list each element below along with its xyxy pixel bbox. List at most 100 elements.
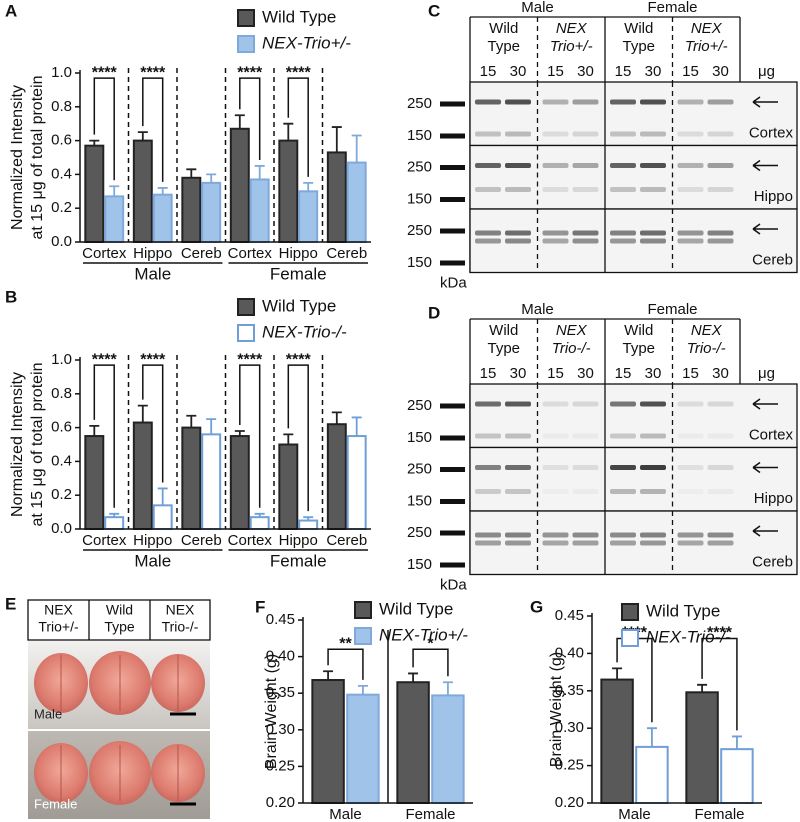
significance-bracket xyxy=(142,364,164,483)
legend-swatch xyxy=(237,9,255,27)
marker-bar xyxy=(440,197,465,202)
panel-label: A xyxy=(5,1,17,20)
marker-bar xyxy=(440,260,465,266)
blot-band xyxy=(475,230,501,236)
marker-bar xyxy=(440,435,465,441)
y-axis-label: Normalized Intensity xyxy=(9,372,26,517)
marker-bar xyxy=(440,562,465,568)
blot-band xyxy=(707,187,734,192)
x-tick-label: Hippo xyxy=(133,245,172,262)
blot-band xyxy=(542,433,569,439)
blot-band xyxy=(707,465,734,470)
blot-band xyxy=(610,433,636,439)
legend-swatch xyxy=(621,603,639,621)
dose-label: 15 xyxy=(480,63,497,80)
y-tick-label: 0.8 xyxy=(51,98,72,115)
blot-band xyxy=(475,238,501,244)
group-label: Male xyxy=(134,551,171,570)
marker-bar xyxy=(440,101,465,107)
legend-label: NEX-Trio-/- xyxy=(262,322,347,341)
significance-label: ** xyxy=(339,635,352,652)
tissue-label: Hippo xyxy=(754,188,793,205)
blot-band xyxy=(610,99,636,105)
genotype-label: Type xyxy=(622,38,655,55)
genotype-label: Wild xyxy=(624,322,653,339)
dose-unit: μg xyxy=(758,365,775,382)
blot-band xyxy=(542,401,569,407)
x-tick-label: Cortex xyxy=(82,532,127,549)
panel-label: D xyxy=(428,303,440,322)
arrow xyxy=(752,96,778,108)
blot-band xyxy=(542,187,569,192)
blot-band xyxy=(610,238,636,244)
y-tick-label: 0.30 xyxy=(555,719,584,736)
blot-band xyxy=(505,238,531,244)
genotype-label: Type xyxy=(622,340,655,357)
bar xyxy=(298,190,319,244)
blot-band xyxy=(640,433,666,439)
marker-bar xyxy=(440,165,465,170)
blot-band xyxy=(707,238,734,244)
error-bar xyxy=(254,165,265,180)
error-bar xyxy=(283,122,294,141)
marker-label: 250 xyxy=(407,397,432,414)
group-label: Female xyxy=(270,551,327,570)
blot-band xyxy=(542,532,569,538)
x-tick-label: Cortex xyxy=(228,532,273,549)
legend-label: NEX-Trio+/- xyxy=(379,625,468,644)
blot-band xyxy=(707,131,734,137)
bar xyxy=(396,681,430,804)
dose-label: 15 xyxy=(547,63,564,80)
marker-label: 250 xyxy=(407,524,432,541)
y-tick-label: 0.2 xyxy=(51,199,72,216)
genotype-label: Wild xyxy=(489,322,518,339)
significance-bracket xyxy=(142,77,164,182)
blot-band xyxy=(640,187,666,192)
dose-label: 30 xyxy=(645,365,662,382)
genotype-label: NEX xyxy=(166,602,195,618)
y-tick-label: 0.20 xyxy=(266,794,295,811)
y-tick-label: 0.8 xyxy=(51,385,72,402)
dose-label: 30 xyxy=(510,365,527,382)
genotype-label: Type xyxy=(104,619,135,635)
y-tick-label: 0.25 xyxy=(555,757,584,774)
marker-bar xyxy=(440,133,465,139)
error-bar xyxy=(731,735,742,750)
error-bar xyxy=(157,187,168,195)
marker-label: 250 xyxy=(407,95,432,112)
bar xyxy=(132,421,153,530)
legend-swatch xyxy=(237,35,255,53)
genotype-label: Type xyxy=(487,340,520,357)
y-tick-label: 0.45 xyxy=(555,607,584,624)
blot-strip xyxy=(469,446,798,512)
significance-label: **** xyxy=(286,64,312,81)
blot-band xyxy=(677,465,704,470)
group-label: Female xyxy=(270,264,327,283)
error-bar xyxy=(157,487,168,506)
bar xyxy=(229,127,250,244)
significance-label: **** xyxy=(286,351,312,368)
blot-band xyxy=(610,187,636,192)
dose-label: 30 xyxy=(510,63,527,80)
genotype-label: Trio-/- xyxy=(552,340,591,357)
blot-band xyxy=(542,465,569,470)
significance-bracket xyxy=(287,77,309,177)
genotype-label: NEX xyxy=(44,602,73,618)
blot-band xyxy=(572,230,599,236)
significance-label: * xyxy=(427,635,434,652)
significance-label: **** xyxy=(237,351,263,368)
blot-band xyxy=(572,401,599,407)
error-bar xyxy=(697,683,708,693)
significance-bracket xyxy=(701,637,738,731)
significance-label: **** xyxy=(237,64,263,81)
error-bar xyxy=(206,418,217,435)
y-tick-label: 1.0 xyxy=(51,64,72,81)
x-tick-label: Hippo xyxy=(133,532,172,549)
error-bar xyxy=(351,134,362,163)
blot-band xyxy=(572,131,599,137)
blot-band xyxy=(542,540,569,546)
blot-band xyxy=(505,465,531,470)
significance-bracket xyxy=(239,77,261,160)
blot-band xyxy=(610,540,636,546)
y-tick-label: 0.40 xyxy=(555,644,584,661)
